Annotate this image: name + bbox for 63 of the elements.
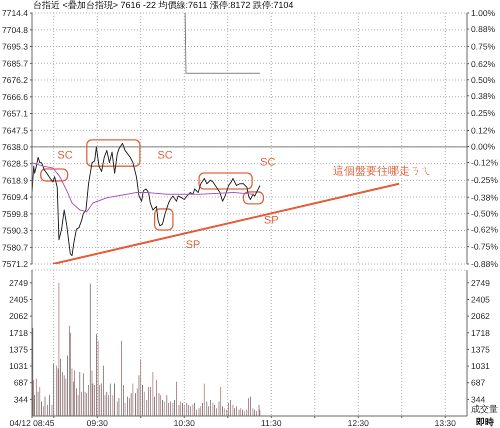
y-tick-label: 1031 — [9, 361, 28, 372]
y-tick-label: 7704.8 — [2, 24, 28, 35]
y-tick-label: 7618.9 — [2, 175, 28, 186]
y-tick-label: 7657.1 — [2, 108, 28, 118]
x-tick-label: 04/12 08:45 — [10, 418, 55, 428]
y2-tick-label: -0.62% — [471, 224, 498, 234]
y2-tick-label: -0.12% — [471, 158, 498, 168]
chart-title: 台指近 <疊加台指現> 7616 -22 均價線:7611 漲停:8172 跌停:7104 — [33, 0, 294, 11]
y2-tick-label: -0.75% — [471, 242, 498, 252]
y-tick-label: 1375 — [9, 344, 28, 354]
y-tick-label: 1718 — [9, 328, 28, 338]
y-tick-label: 7666.6 — [2, 92, 28, 102]
y2-tick-label: -0.88% — [471, 259, 498, 270]
y2-tick-label: -0.38% — [471, 192, 498, 202]
y-tick-label: 7571.2 — [2, 259, 28, 270]
y-tick-label: 7676.2 — [2, 74, 28, 85]
y2-tick-label: 1718 — [471, 328, 490, 338]
y-tick-label: 2749 — [9, 278, 28, 288]
y2-tick-label: 0.50% — [471, 74, 496, 85]
y-tick-label: 7628.5 — [2, 158, 28, 169]
y2-tick-label: 0.62% — [471, 58, 496, 69]
x-tick-label: 11:30 — [260, 418, 282, 428]
y2-tick-label: 0.38% — [471, 90, 496, 101]
y-tick-label: 7638.0 — [2, 142, 28, 152]
annotation: SC — [57, 150, 73, 162]
y2-tick-label: 2749 — [471, 278, 490, 288]
y-tick-label: 7695.3 — [2, 41, 28, 52]
annotation: SC — [157, 150, 173, 162]
x-tick-label: 12:30 — [348, 418, 370, 428]
y-tick-label: 344 — [14, 394, 28, 404]
annotation: 這個盤要往哪走ㄋㄟ — [333, 164, 432, 178]
y2-tick-label: 2405 — [471, 294, 490, 305]
annotation: SP — [264, 214, 279, 226]
y2-tick-label: 1.00% — [471, 8, 496, 18]
y2-tick-label: -0.50% — [471, 208, 498, 218]
y-tick-label: 7647.5 — [2, 125, 28, 136]
y2-tick-label: 0.75% — [471, 41, 496, 52]
y-tick-label: 7609.4 — [2, 192, 28, 202]
y2-axis-title: 成交量 — [471, 403, 498, 416]
y2-tick-label: -0.25% — [471, 174, 498, 185]
x-tick-label: 09:30 — [86, 418, 108, 428]
y2-tick-label: 0.12% — [471, 126, 496, 136]
y-tick-label: 2405 — [9, 294, 28, 305]
y-tick-label: 7590.3 — [2, 226, 28, 236]
y2-tick-label: 0.88% — [471, 24, 496, 34]
y-tick-label: 7714.4 — [2, 8, 28, 18]
annotation: SC — [260, 156, 276, 169]
y2-tick-label: 344 — [471, 394, 486, 404]
y-tick-label: 687 — [14, 378, 28, 388]
y2-tick-label: 2062 — [471, 311, 490, 322]
annotation: SP — [186, 238, 200, 251]
y-tick-label: 7685.7 — [2, 58, 28, 68]
y2-tick-label: 0.25% — [471, 108, 496, 118]
x-tick-label: 13:30 — [434, 418, 456, 428]
y-tick-label: 7580.7 — [2, 242, 28, 252]
y2-tick-label: 1031 — [471, 361, 490, 372]
x-tick-label: 10:30 — [174, 418, 196, 428]
y-tick-label: 2062 — [9, 311, 28, 322]
y2-tick-label: 1375 — [471, 344, 490, 354]
y2-tick-label: 0.00% — [471, 142, 496, 152]
y2-tick-label: 687 — [471, 378, 486, 388]
y-tick-label: 7599.8 — [2, 208, 28, 219]
x-axis-title: 即時 — [476, 416, 494, 428]
